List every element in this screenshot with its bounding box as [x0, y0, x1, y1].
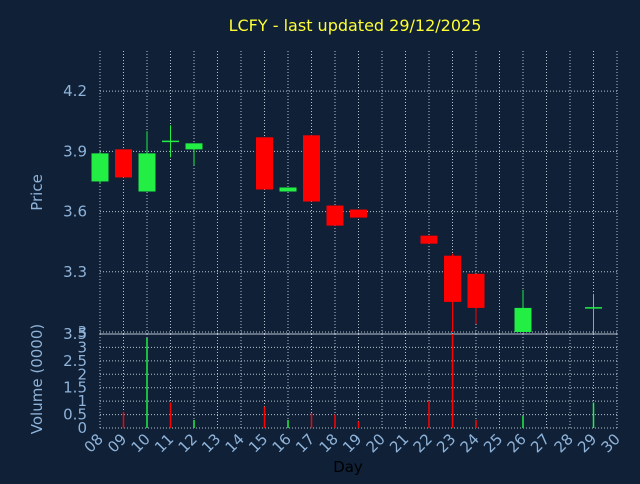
- price-panel: 4.2 3.9 3.6 3.3 3: [63, 51, 618, 341]
- volume-bar: [428, 401, 430, 428]
- day-tick-label: 27: [527, 430, 553, 456]
- volume-tick-label: 1.5: [63, 379, 87, 397]
- volume-bar: [122, 411, 125, 428]
- price-tick-label: 4.2: [63, 82, 87, 100]
- day-tick-label: 16: [269, 430, 295, 456]
- volume-bar: [475, 419, 477, 428]
- candle-body: [138, 153, 156, 192]
- volume-axis-label: Volume (0000): [28, 324, 46, 434]
- day-tick-label: 19: [339, 430, 365, 456]
- day-tick-label: 13: [198, 430, 224, 456]
- volume-bar: [310, 413, 313, 428]
- volume-bar: [592, 402, 595, 428]
- candle-body: [303, 135, 320, 202]
- day-tick-label: 23: [433, 430, 459, 456]
- day-tick-label: 14: [222, 430, 248, 456]
- candle-body: [256, 137, 273, 190]
- day-tick-label: 30: [598, 430, 624, 456]
- candle-body: [91, 153, 109, 182]
- volume-tick-label: 2: [77, 365, 87, 383]
- volume-bar: [263, 406, 266, 428]
- candle-body: [444, 255, 461, 302]
- volume-bar: [334, 414, 336, 428]
- candle-body: [326, 205, 344, 226]
- volume-tick-label: 2.5: [63, 352, 87, 370]
- candle-body: [420, 235, 438, 244]
- day-axis-label: Day: [333, 458, 363, 476]
- price-tick-label: 3.6: [63, 203, 87, 221]
- day-tick-label: 22: [410, 430, 436, 456]
- candle-body: [514, 307, 532, 332]
- chart-title: LCFY - last updated 29/12/2025: [229, 16, 482, 35]
- price-axis-label: Price: [28, 174, 46, 211]
- volume-bar: [522, 415, 524, 428]
- candle-body: [185, 143, 203, 150]
- candle-body: [279, 187, 297, 192]
- day-tick-label: 24: [457, 430, 483, 456]
- volume-tick-label: 3.5: [63, 325, 87, 343]
- volume-bar: [193, 419, 195, 428]
- day-tick-label: 10: [128, 430, 154, 456]
- day-tick-labels: 0809101112131415161718192021222324252627…: [81, 430, 624, 456]
- price-tick-label: 3.9: [63, 142, 87, 160]
- day-tick-label: 28: [551, 430, 577, 456]
- volume-bar: [451, 334, 454, 428]
- price-tick-label: 3.3: [63, 263, 87, 281]
- volume-bar: [169, 402, 172, 428]
- candle-body: [115, 149, 132, 178]
- volume-bar: [357, 421, 360, 428]
- candle-body: [350, 209, 367, 218]
- candle-body: [467, 273, 485, 308]
- day-tick-label: 26: [504, 430, 530, 456]
- volume-tick-label: 0: [77, 419, 87, 437]
- day-tick-label: 20: [363, 430, 389, 456]
- day-tick-label: 17: [292, 430, 318, 456]
- volume-tick-label: 3: [77, 338, 87, 356]
- volume-panel: 3.532.521.510.50: [63, 325, 618, 437]
- day-tick-label: 18: [316, 430, 342, 456]
- day-tick-label: 21: [386, 430, 412, 456]
- day-tick-label: 25: [480, 430, 506, 456]
- volume-bar: [146, 338, 148, 428]
- volume-bar: [287, 419, 289, 428]
- price-tick-label: 3: [77, 323, 87, 341]
- day-tick-label: 15: [245, 430, 271, 456]
- day-tick-label: 11: [151, 430, 177, 456]
- volume-tick-label: 0.5: [63, 406, 87, 424]
- volume-tick-label: 1: [77, 392, 87, 410]
- day-tick-label: 12: [175, 430, 201, 456]
- day-tick-label: 09: [104, 430, 130, 456]
- day-tick-label: 29: [574, 430, 600, 456]
